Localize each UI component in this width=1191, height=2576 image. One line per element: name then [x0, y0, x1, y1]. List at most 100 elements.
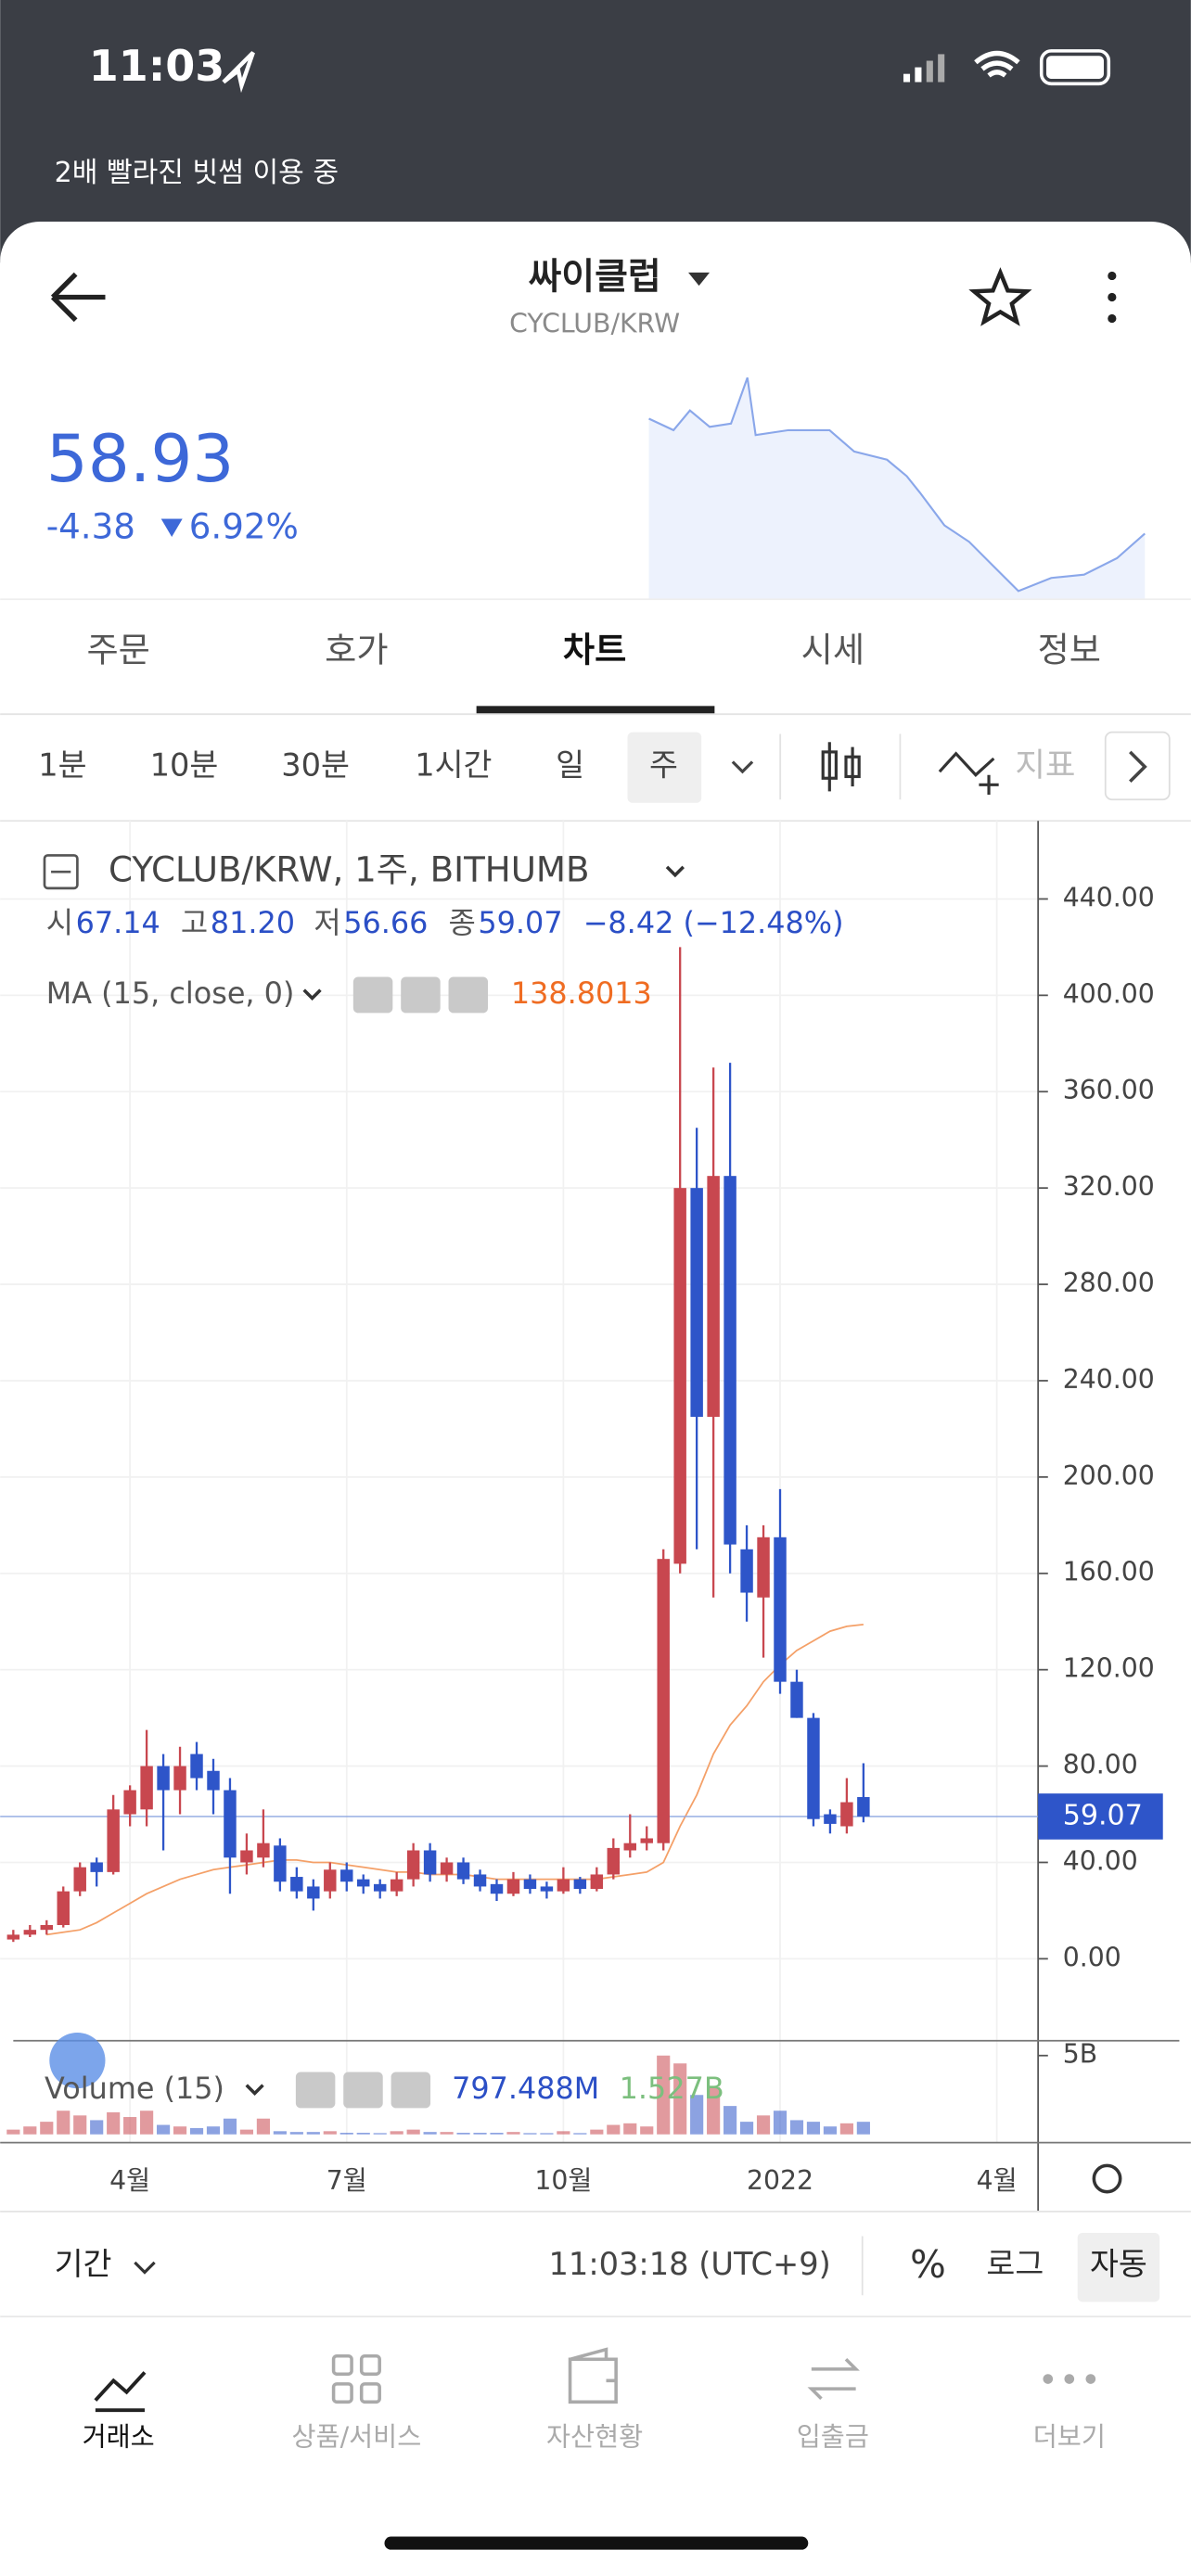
settings-button[interactable] — [1092, 2163, 1122, 2194]
log-button[interactable]: 로그 — [986, 2246, 1044, 2282]
x-tick-label: 7월 — [327, 2165, 367, 2196]
nav-label[interactable]: 자산현황 — [546, 2421, 643, 2452]
ma-line — [46, 1623, 864, 1936]
volume-bar — [557, 2131, 570, 2135]
interval-button[interactable]: 1분 — [38, 746, 86, 783]
volume-bar — [289, 2132, 303, 2135]
candle-body — [506, 1879, 520, 1894]
sparkline — [648, 376, 1146, 593]
last-price-tag — [1038, 1793, 1163, 1840]
interval-button[interactable]: 10분 — [150, 746, 219, 783]
coin-title[interactable]: 싸이클럽 — [528, 256, 660, 298]
volume-bar — [623, 2123, 637, 2135]
nav-label[interactable]: 더보기 — [1033, 2421, 1106, 2452]
candle-body — [824, 1814, 837, 1824]
x-tick-label: 4월 — [109, 2165, 150, 2196]
volume-bar — [657, 2055, 671, 2135]
nav-icon-products[interactable] — [331, 2353, 381, 2404]
candle-body — [6, 1934, 20, 1940]
period-dropdown[interactable] — [134, 2261, 156, 2275]
legend-icon — [448, 976, 489, 1014]
period-button[interactable]: 기간 — [55, 2246, 112, 2282]
volume-ma: 1.527B — [620, 2071, 724, 2106]
ma-dropdown — [302, 988, 322, 1001]
volume-bar — [806, 2122, 821, 2135]
title-dropdown[interactable] — [688, 272, 711, 287]
location-icon — [222, 51, 255, 94]
auto-button-bg — [1077, 2232, 1160, 2302]
tab[interactable]: 정보 — [1038, 629, 1101, 670]
interval-button[interactable]: 30분 — [281, 746, 350, 783]
nav-icon-more[interactable] — [1043, 2374, 1096, 2384]
candle-body — [490, 1883, 504, 1894]
candle-body — [307, 1886, 320, 1899]
price-change: -4.38 — [46, 506, 135, 547]
volume-bar — [440, 2132, 454, 2135]
candle-body — [257, 1843, 270, 1858]
volume-bar — [724, 2106, 737, 2135]
indicator-icon[interactable] — [938, 751, 999, 795]
chevron-right — [1129, 750, 1147, 784]
volume-legend: Volume (15) — [45, 2071, 224, 2106]
interval-button[interactable]: 주 — [649, 746, 678, 783]
scroll-right-button[interactable] — [1104, 731, 1171, 801]
candle-body — [523, 1879, 537, 1890]
volume-bar — [339, 2133, 353, 2135]
candle-body — [557, 1879, 570, 1892]
more-button[interactable] — [1108, 271, 1117, 324]
y-tick-label: 200.00 — [1063, 1460, 1155, 1491]
percent-button[interactable]: % — [910, 2242, 946, 2287]
volume-bar — [173, 2126, 187, 2135]
nav-label[interactable]: 입출금 — [797, 2421, 869, 2452]
legend-icon — [401, 976, 441, 1014]
tab[interactable]: 시세 — [801, 629, 864, 670]
interval-dropdown[interactable] — [731, 760, 754, 774]
card — [0, 222, 1191, 2576]
volume-bar — [607, 2124, 621, 2135]
status-bg — [0, 0, 1191, 263]
volume-bar — [23, 2126, 37, 2135]
nav-label[interactable]: 상품/서비스 — [291, 2421, 421, 2452]
y-tick-label: 40.00 — [1063, 1845, 1138, 1876]
nav-label[interactable]: 거래소 — [83, 2421, 155, 2452]
last-price-label: 59.07 — [1063, 1799, 1143, 1831]
nav-icon-exchange[interactable] — [94, 2371, 147, 2413]
candle-body — [290, 1877, 303, 1892]
candle-body — [774, 1537, 787, 1682]
candle-body — [123, 1790, 136, 1815]
tab[interactable]: 주문 — [86, 629, 149, 670]
indicator-button[interactable]: 지표 — [1015, 746, 1075, 784]
chart-type-button[interactable] — [821, 742, 861, 792]
candle-body — [657, 1559, 670, 1843]
candle-body — [540, 1886, 554, 1892]
back-button[interactable] — [50, 272, 106, 323]
nav-icon-assets[interactable] — [568, 2347, 618, 2404]
volume-bar — [856, 2122, 870, 2135]
favorite-button[interactable] — [968, 267, 1032, 326]
candle-body — [857, 1796, 870, 1817]
banner-text[interactable]: 2배 빨라진 빗썸 이용 중 — [55, 157, 339, 189]
volume-bar — [473, 2133, 487, 2135]
legend-dropdown — [665, 865, 685, 878]
candle-body — [740, 1549, 753, 1593]
ohlc-legend: 종 — [449, 905, 476, 940]
volume-bar — [540, 2133, 554, 2135]
candle-body — [240, 1850, 253, 1863]
nav-icon-transfer[interactable] — [807, 2358, 860, 2401]
auto-button[interactable]: 자동 — [1090, 2246, 1147, 2282]
candle-body — [73, 1867, 86, 1892]
volume-bar — [506, 2132, 520, 2135]
volume-dropdown — [245, 2084, 264, 2096]
interval-button[interactable]: 일 — [556, 746, 584, 783]
volume-bar — [256, 2118, 270, 2135]
volume-bar — [223, 2118, 237, 2135]
chart-legend: CYCLUB/KRW, 1주, BITHUMB — [109, 849, 589, 890]
volume-bar — [107, 2111, 121, 2135]
interval-button[interactable]: 1시간 — [415, 746, 492, 783]
tab-bar: 주문 호가 차트 시세 정보 — [86, 629, 1101, 670]
tab[interactable]: 차트 — [563, 629, 626, 670]
volume-bar — [406, 2129, 420, 2135]
tab[interactable]: 호가 — [325, 629, 388, 670]
volume-bar — [839, 2123, 853, 2135]
